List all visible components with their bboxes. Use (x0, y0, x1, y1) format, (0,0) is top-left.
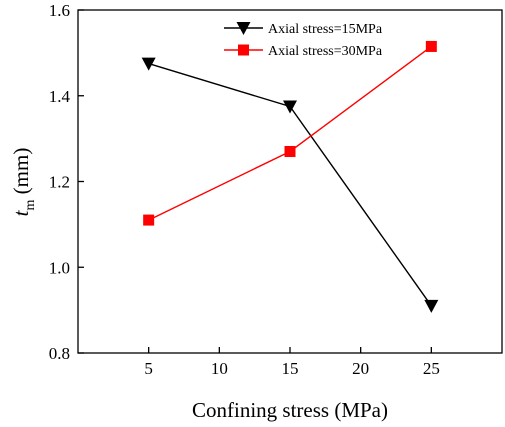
data-point (283, 100, 297, 114)
y-axis: 0.8 1.0 1.2 1.4 1.6 (49, 1, 84, 363)
y-tick-label: 0.8 (49, 344, 70, 363)
x-tick-label: 5 (144, 359, 153, 378)
y-axis-title-symbol: t (9, 209, 33, 216)
legend: Axial stress=15MPa Axial stress=30MPa (224, 22, 383, 59)
x-tick-label: 15 (282, 359, 299, 378)
y-tick-label: 1.4 (49, 87, 71, 106)
x-axis-title: Confining stress (MPa) (192, 398, 388, 422)
data-point (284, 145, 296, 157)
y-axis-title: tm (mm) (9, 148, 38, 217)
legend-label: Axial stress=30MPa (268, 44, 383, 59)
x-tick-label: 20 (352, 359, 369, 378)
data-point (141, 57, 156, 71)
data-point (424, 299, 439, 313)
data-point (425, 40, 437, 52)
legend-marker (238, 44, 249, 56)
series-1 (141, 57, 439, 313)
plot-frame (77, 9, 503, 354)
legend-marker (236, 22, 251, 35)
series-2-line (148, 45, 432, 221)
series-2 (143, 40, 437, 226)
x-axis: 5 10 15 20 25 (144, 347, 440, 378)
y-axis-title-subscript: m (23, 199, 38, 210)
y-axis-title-unit: (mm) (9, 148, 33, 200)
x-tick-label: 25 (423, 359, 440, 378)
data-point (143, 214, 155, 226)
x-tick-label: 10 (211, 359, 228, 378)
legend-item-2: Axial stress=30MPa (224, 44, 383, 59)
series-1-line (148, 62, 432, 307)
y-tick-label: 1.2 (49, 173, 70, 192)
y-tick-label: 1.0 (49, 258, 70, 277)
series-layer (141, 40, 439, 313)
legend-item-1: Axial stress=15MPa (224, 22, 383, 37)
legend-label: Axial stress=15MPa (268, 22, 383, 37)
y-tick-label: 1.6 (49, 1, 70, 20)
